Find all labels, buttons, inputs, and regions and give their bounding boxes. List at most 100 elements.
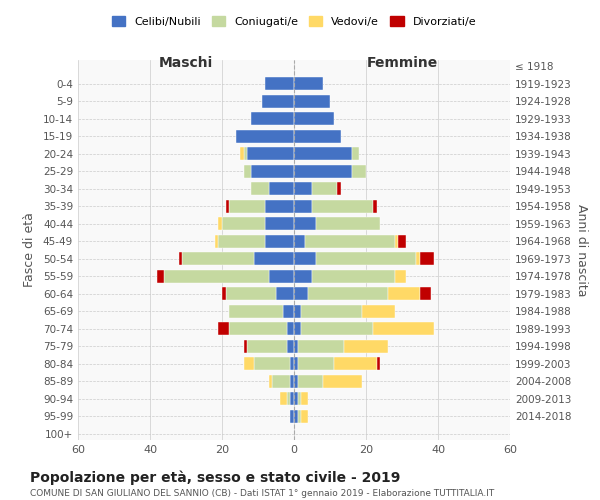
Bar (244, 147, 247, 160)
Bar (254, 252, 294, 266)
Bar (269, 270, 294, 283)
Bar (251, 182, 269, 196)
Bar (377, 357, 380, 370)
Bar (265, 217, 294, 230)
Bar (265, 234, 294, 248)
Bar (316, 252, 416, 266)
Bar (276, 287, 294, 300)
Legend: Celibi/Nubili, Coniugati/e, Vedovi/e, Divorziati/e: Celibi/Nubili, Coniugati/e, Vedovi/e, Di… (112, 16, 476, 27)
Bar (294, 357, 298, 370)
Bar (269, 374, 272, 388)
Bar (301, 304, 362, 318)
Text: Maschi: Maschi (159, 56, 213, 70)
Bar (247, 147, 294, 160)
Bar (294, 340, 298, 353)
Bar (294, 130, 341, 143)
Bar (244, 340, 247, 353)
Bar (312, 200, 373, 213)
Bar (287, 392, 290, 405)
Bar (280, 392, 287, 405)
Bar (290, 392, 294, 405)
Bar (294, 147, 352, 160)
Bar (229, 322, 287, 336)
Bar (337, 182, 341, 196)
Bar (294, 182, 312, 196)
Bar (395, 234, 398, 248)
Bar (398, 234, 406, 248)
Y-axis label: Anni di nascita: Anni di nascita (575, 204, 588, 296)
Bar (164, 270, 269, 283)
Bar (222, 217, 265, 230)
Bar (265, 78, 294, 90)
Bar (294, 287, 308, 300)
Bar (323, 374, 362, 388)
Bar (301, 392, 308, 405)
Bar (294, 410, 298, 422)
Bar (290, 357, 294, 370)
Bar (352, 147, 359, 160)
Bar (298, 410, 301, 422)
Bar (218, 217, 222, 230)
Bar (420, 252, 434, 266)
Bar (226, 200, 229, 213)
Bar (294, 392, 298, 405)
Bar (287, 340, 294, 353)
Bar (272, 374, 290, 388)
Text: Femmine: Femmine (367, 56, 437, 70)
Bar (290, 410, 294, 422)
Bar (298, 374, 323, 388)
Bar (294, 322, 301, 336)
Bar (294, 217, 316, 230)
Bar (334, 357, 377, 370)
Bar (240, 147, 244, 160)
Bar (290, 374, 294, 388)
Bar (229, 304, 283, 318)
Bar (182, 252, 254, 266)
Bar (294, 234, 305, 248)
Bar (294, 374, 298, 388)
Bar (298, 357, 334, 370)
Bar (157, 270, 164, 283)
Bar (265, 200, 294, 213)
Bar (218, 234, 265, 248)
Bar (312, 270, 395, 283)
Bar (416, 252, 420, 266)
Bar (305, 234, 395, 248)
Bar (388, 287, 420, 300)
Bar (308, 287, 388, 300)
Bar (247, 340, 287, 353)
Bar (294, 164, 352, 178)
Bar (352, 164, 366, 178)
Bar (251, 164, 294, 178)
Bar (294, 252, 316, 266)
Bar (251, 112, 294, 126)
Bar (312, 182, 337, 196)
Bar (373, 322, 434, 336)
Text: COMUNE DI SAN GIULIANO DEL SANNIO (CB) - Dati ISTAT 1° gennaio 2019 - Elaborazio: COMUNE DI SAN GIULIANO DEL SANNIO (CB) -… (30, 488, 494, 498)
Bar (373, 200, 377, 213)
Bar (222, 287, 226, 300)
Bar (316, 217, 380, 230)
Text: Popolazione per età, sesso e stato civile - 2019: Popolazione per età, sesso e stato civil… (30, 470, 400, 485)
Bar (215, 234, 218, 248)
Bar (283, 304, 294, 318)
Bar (244, 357, 254, 370)
Bar (362, 304, 395, 318)
Bar (294, 95, 330, 108)
Bar (298, 340, 344, 353)
Bar (395, 270, 406, 283)
Bar (301, 322, 373, 336)
Bar (262, 95, 294, 108)
Bar (294, 78, 323, 90)
Bar (287, 322, 294, 336)
Y-axis label: Fasce di età: Fasce di età (23, 212, 36, 288)
Bar (420, 287, 431, 300)
Bar (298, 392, 301, 405)
Bar (294, 112, 334, 126)
Bar (344, 340, 388, 353)
Bar (244, 164, 251, 178)
Bar (294, 200, 312, 213)
Bar (294, 304, 301, 318)
Bar (269, 182, 294, 196)
Bar (229, 200, 265, 213)
